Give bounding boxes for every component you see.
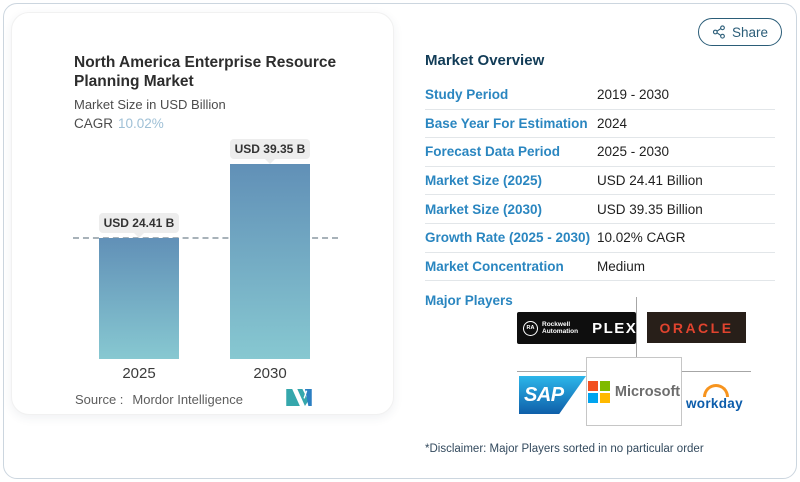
chart-title-line1: North America Enterprise Resource — [74, 54, 337, 71]
chart-title: North America Enterprise Resource Planni… — [74, 53, 354, 91]
sap-wordmark: SAP — [524, 383, 564, 406]
row-label: Forecast Data Period — [425, 144, 561, 160]
table-row: Growth Rate (2025 - 2030) 10.02% CAGR — [425, 224, 775, 253]
row-value: USD 39.35 Billion — [597, 201, 703, 217]
table-row: Market Size (2025) USD 24.41 Billion — [425, 167, 775, 196]
overview-heading: Market Overview — [425, 52, 545, 69]
chart-card: North America Enterprise Resource Planni… — [11, 12, 394, 415]
bar-group-2030: USD 39.35 B — [230, 139, 310, 359]
table-row: Market Concentration Medium — [425, 253, 775, 282]
table-row: Forecast Data Period 2025 - 2030 — [425, 138, 775, 167]
share-button[interactable]: Share — [698, 18, 782, 46]
row-label: Base Year For Estimation — [425, 115, 588, 131]
x-axis-label-2025: 2025 — [122, 365, 156, 382]
row-label: Growth Rate (2025 - 2030) — [425, 230, 591, 246]
row-value: 2019 - 2030 — [597, 87, 670, 103]
rockwell-wordmark: Rockwell Automation — [542, 321, 578, 335]
microsoft-logo: Microsoft — [586, 357, 682, 426]
rockwell-plex-logo: RA Rockwell Automation PLEX — [517, 312, 636, 344]
chart-subtitle: Market Size in USD Billion — [74, 97, 226, 112]
row-value: 2025 - 2030 — [597, 144, 670, 160]
mordor-intelligence-logo-icon — [286, 389, 312, 406]
bar-value-badge: USD 24.41 B — [99, 213, 179, 233]
row-label: Study Period — [425, 87, 509, 103]
table-row: Market Size (2030) USD 39.35 Billion — [425, 195, 775, 224]
players-vertical-divider — [636, 297, 637, 358]
cagr-row: CAGR 10.02% — [74, 116, 164, 131]
oracle-logo: ORACLE — [647, 312, 746, 343]
share-button-label: Share — [731, 24, 769, 40]
source-name: Mordor Intelligence — [132, 392, 243, 407]
row-label: Market Size (2025) — [425, 173, 543, 189]
bar-value-badge: USD 39.35 B — [230, 139, 310, 159]
chart-title-line2: Planning Market — [74, 73, 194, 90]
bar-2025 — [99, 238, 179, 359]
major-players-label: Major Players — [425, 293, 513, 308]
share-nodes-icon — [712, 25, 725, 39]
cagr-value: 10.02% — [118, 116, 164, 131]
microsoft-squares-icon — [587, 380, 610, 403]
oracle-wordmark: ORACLE — [659, 319, 734, 336]
source-label: Source : — [75, 392, 124, 407]
table-row: Base Year For Estimation 2024 — [425, 110, 775, 139]
reference-line — [73, 237, 338, 239]
overview-table: Study Period 2019 - 2030 Base Year For E… — [425, 81, 775, 282]
x-axis-label-2030: 2030 — [253, 365, 287, 382]
workday-arc-icon — [703, 384, 729, 397]
row-value: 10.02% CAGR — [597, 230, 686, 246]
rockwell-badge-icon: RA — [523, 320, 538, 336]
source-row: Source : Mordor Intelligence — [75, 392, 243, 407]
plex-wordmark: PLEX — [592, 319, 638, 337]
badge-pointer — [265, 159, 275, 164]
bar-group-2025: USD 24.41 B — [99, 213, 179, 359]
row-label: Market Concentration — [425, 258, 564, 274]
disclaimer-text: *Disclaimer: Major Players sorted in no … — [425, 443, 704, 455]
badge-pointer — [134, 233, 144, 238]
microsoft-wordmark: Microsoft — [614, 383, 681, 400]
table-row: Study Period 2019 - 2030 — [425, 81, 775, 110]
rockwell-line1: Rockwell — [542, 321, 571, 328]
row-value: USD 24.41 Billion — [597, 173, 703, 189]
rockwell-line2: Automation — [542, 328, 579, 335]
cagr-label: CAGR — [74, 116, 114, 131]
row-value: Medium — [597, 258, 646, 274]
workday-wordmark: workday — [686, 396, 743, 411]
row-label: Market Size (2030) — [425, 201, 543, 217]
bar-2030 — [230, 164, 310, 359]
row-value: 2024 — [597, 115, 628, 131]
